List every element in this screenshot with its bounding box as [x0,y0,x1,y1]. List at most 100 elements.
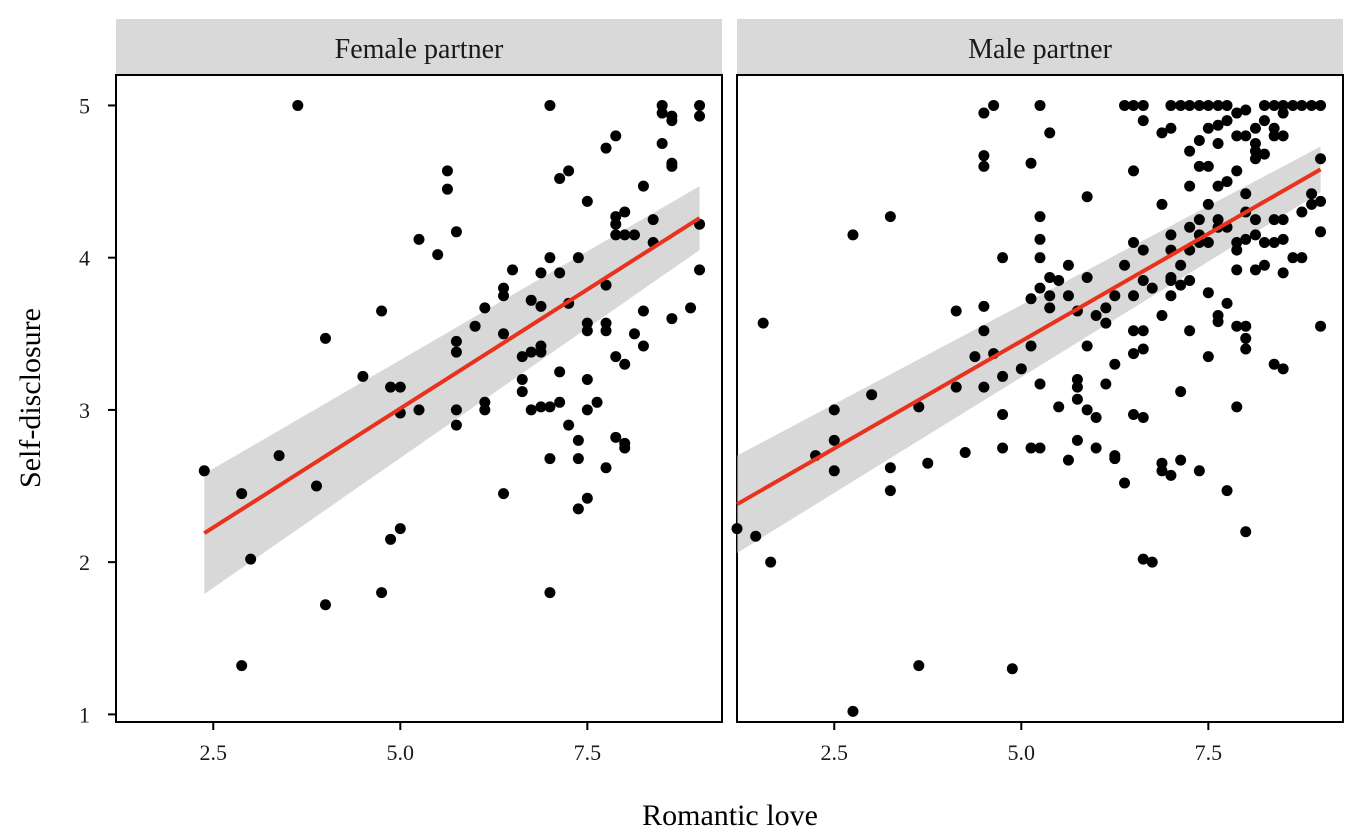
data-point [1184,99,1196,111]
data-point [1306,99,1318,111]
data-point [694,99,706,111]
data-point [450,419,462,431]
data-point [959,447,971,459]
data-point [591,396,603,408]
data-point [273,450,285,462]
data-point [1025,340,1037,352]
data-point [1221,176,1233,188]
data-point [544,252,556,264]
data-point [828,465,840,477]
data-point [498,488,510,500]
data-point [1137,275,1149,287]
data-point [1249,138,1261,150]
data-point [1184,221,1196,233]
data-point [479,404,491,416]
data-point [1240,526,1252,538]
data-point [1202,122,1214,134]
data-point [1277,130,1289,142]
data-point [319,599,331,611]
data-point [1212,119,1224,131]
data-point [1081,340,1093,352]
data-point [1315,99,1327,111]
data-point [610,130,622,142]
x-tick-label: 7.5 [1195,740,1223,765]
data-point [757,317,769,329]
data-point [1165,290,1177,302]
data-point [1109,453,1121,465]
data-point [1137,325,1149,337]
data-point [535,300,547,312]
data-point [1128,165,1140,177]
data-point [666,313,678,325]
data-point [600,317,612,329]
data-point [544,587,556,599]
data-point [1202,236,1214,248]
regression-line [203,216,701,535]
data-point [1221,115,1233,127]
data-point [498,290,510,302]
data-point [581,404,593,416]
data-point [1156,465,1168,477]
data-point [1296,206,1308,218]
data-point [978,150,990,162]
data-point [450,404,462,416]
data-point [866,389,878,401]
data-point [750,530,762,542]
data-point [1249,122,1261,134]
data-point [1034,378,1046,390]
data-point [1034,282,1046,294]
data-point [544,99,556,111]
data-point [413,404,425,416]
data-point [1231,107,1243,119]
data-point [1184,275,1196,287]
data-point [600,142,612,154]
data-point [581,317,593,329]
data-point [1119,99,1131,111]
data-point [666,160,678,172]
data-point [1240,233,1252,245]
data-point [1175,99,1187,111]
data-point [731,523,743,535]
data-point [1212,316,1224,328]
data-point [1119,259,1131,271]
data-point [1277,99,1289,111]
data-point [1258,99,1270,111]
data-point [1137,553,1149,565]
data-point [1165,229,1177,241]
data-point [236,660,248,672]
data-point [1081,271,1093,283]
data-point [1044,290,1056,302]
data-point [978,325,990,337]
data-point [1240,343,1252,355]
data-point [1287,99,1299,111]
data-point [1184,325,1196,337]
data-point [1025,442,1037,454]
data-point [1315,153,1327,165]
data-point [1277,267,1289,279]
y-tick-label: 2 [79,550,90,575]
data-point [1268,236,1280,248]
data-point [1184,180,1196,192]
data-point [572,434,584,446]
data-point [1034,99,1046,111]
data-point [969,351,981,363]
data-point [544,401,556,413]
data-point [1258,148,1270,160]
data-point [507,264,519,276]
data-point [1128,99,1140,111]
data-point [1100,378,1112,390]
data-point [978,107,990,119]
data-point [376,587,388,599]
data-point [581,373,593,385]
data-point [1100,317,1112,329]
data-point [1193,99,1205,111]
data-point [394,523,406,535]
data-point [1137,99,1149,111]
data-point [1268,214,1280,226]
data-point [600,325,612,337]
data-point [600,462,612,474]
data-point [479,302,491,314]
y-tick-label: 3 [79,398,90,423]
data-point [1071,381,1083,393]
data-point [1128,348,1140,360]
